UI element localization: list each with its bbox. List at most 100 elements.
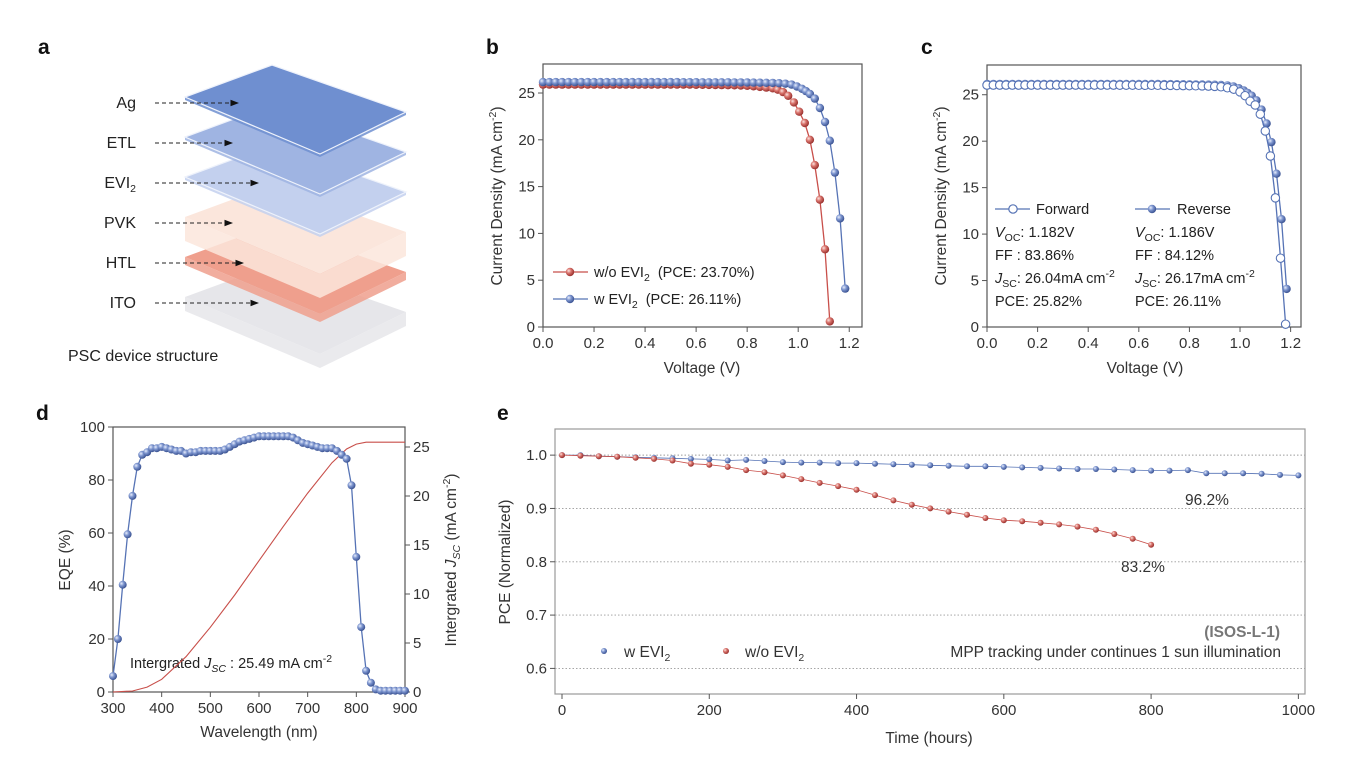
eqe-point [342, 454, 351, 463]
series-w-evi2-point [1092, 466, 1099, 472]
protocol-annotation: (ISOS-L-1) [1204, 624, 1280, 641]
series-wo-evi2-point [908, 501, 915, 508]
panel-letter-c: c [921, 36, 933, 59]
series-wo-evi2-point [632, 454, 639, 461]
legend-label: Reverse [1177, 202, 1231, 218]
x-tick-label: 0 [558, 702, 566, 719]
x-tick-label: 800 [344, 700, 369, 717]
x-axis-label: Voltage (V) [1107, 360, 1184, 377]
y-axis-label: EQE (%) [57, 529, 74, 590]
panel-letter-a: a [38, 36, 50, 59]
legend-item-wo: w/o EVI2 (PCE: 23.70%) [553, 265, 755, 284]
series-wo-evi2-point [784, 91, 793, 101]
legend-label: Forward [1036, 202, 1089, 218]
layer-side [185, 297, 406, 368]
series-wo-evi2-point [761, 469, 768, 476]
plot-area: 0.0 0.2 0.4 0.6 0.8 1.0 1.2 0 5 10 15 20 25 [962, 64, 1302, 352]
x-tick-label: 500 [198, 700, 223, 717]
series-wo-evi2-point [1019, 518, 1026, 525]
series-w-evi2-point [779, 459, 786, 466]
series-w-evi2-point [602, 77, 611, 87]
series-w-evi2-point [551, 77, 560, 87]
series-forward-point [1250, 100, 1260, 110]
legend-marker [723, 648, 729, 654]
series-wo-evi2-point [669, 457, 676, 464]
legend-marker-filled [1147, 204, 1157, 214]
series-wo-evi2-point [559, 452, 565, 459]
layer-label: ITO [110, 295, 136, 312]
series-wo-evi2-point [1037, 519, 1044, 526]
x-tick-label: 1.0 [1230, 335, 1251, 352]
x-tick-label: 0.4 [635, 335, 656, 352]
y-tick-label: 25 [962, 87, 979, 104]
series-reverse-point [1277, 215, 1286, 224]
y-tick-label: 0.8 [526, 554, 547, 571]
series-w-evi2-point [1240, 470, 1247, 477]
series-wo-evi2-point [577, 452, 584, 459]
panel-b-jv-chart: b Voltage (V) Current Density (mA cm-2) … [486, 36, 863, 377]
series-wo-evi2-point [835, 483, 842, 490]
ff-reverse: FF : 84.12% [1135, 248, 1214, 264]
series-w-evi2-point [589, 77, 599, 87]
series-w-evi2-point [621, 77, 631, 87]
x-axis-label: Wavelength (nm) [200, 724, 317, 741]
y-tick-label: 80 [88, 472, 105, 489]
eqe-point [109, 672, 117, 681]
legend-item-w: w EVI2 (PCE: 26.11%) [553, 292, 741, 311]
series-forward-line [987, 84, 1287, 325]
y-tick-label: 0.9 [526, 500, 547, 517]
series-wo-evi2-point [815, 195, 825, 204]
pce-forward: PCE: 25.82% [995, 294, 1082, 310]
y-tick-label: 0 [971, 319, 979, 336]
legend-forward: Forward VOC: 1.182V FF : 83.86% JSC: 26.… [994, 202, 1115, 310]
legend-label: w/o EVI2 [744, 644, 804, 664]
panel-d-eqe-chart: d Wavelength (nm) EQE (%) Intergrated JS… [36, 402, 463, 741]
legend-label: w EVI2 (PCE: 26.11%) [593, 292, 741, 311]
y2-axis-label: Intergrated JSC (mA cm-2) [441, 474, 463, 647]
series-w-evi2-point [672, 77, 682, 87]
plot-frame [986, 64, 1302, 328]
series-reverse-point [1282, 284, 1291, 294]
layer-side [185, 217, 406, 298]
y2-tick-label: 15 [413, 537, 430, 554]
legend-label: w EVI2 [623, 644, 670, 664]
y2-tick-label: 25 [413, 439, 430, 456]
x-tick-label: 900 [392, 700, 417, 717]
series-w-evi2-point [724, 457, 731, 464]
series-w-evi2-point [927, 462, 934, 469]
layer-plate-pvk [185, 185, 406, 274]
x-tick-label: 200 [697, 702, 722, 719]
x-tick-label: 0.0 [977, 335, 998, 352]
integrated-jsc-line [112, 441, 405, 693]
panel-a-caption: PSC device structure [68, 348, 218, 365]
series-w-evi2-point [687, 455, 694, 462]
series-w-evi2-point [1148, 467, 1155, 474]
y-tick-label: 0.6 [526, 660, 547, 677]
voc-reverse: VOC: 1.186V [1135, 225, 1215, 244]
layer-label: PVK [104, 215, 136, 232]
series-w-evi2-point [982, 463, 989, 470]
y-axis-label: PCE (Normalized) [497, 500, 514, 625]
series-wo-evi2-point [798, 476, 805, 483]
y2-tick-label: 10 [413, 586, 430, 603]
plot-frame [542, 63, 863, 328]
series-w-evi2-point [908, 461, 915, 468]
series-w-evi2-point [666, 77, 675, 87]
y-tick-label: 5 [527, 272, 535, 289]
series-wo-evi2-point [595, 453, 602, 460]
series-w-evi2-point [570, 77, 580, 87]
series-w-evi2-point [1258, 470, 1265, 477]
series-w-evi2-point [743, 456, 750, 463]
eqe-point [362, 666, 371, 675]
layer-label: ETL [107, 135, 136, 152]
series-wo-evi2-point [1129, 535, 1136, 542]
x-tick-label: 600 [991, 702, 1016, 719]
series-w-evi2-point [1166, 467, 1173, 474]
eqe-point [366, 678, 375, 687]
series-w-evi2-point [545, 77, 554, 87]
x-tick-label: 600 [246, 700, 271, 717]
series-wo-evi2-point [1148, 541, 1155, 548]
legend-reverse: Reverse VOC: 1.186V FF : 84.12% JSC: 26.… [1134, 202, 1255, 310]
eqe-point [123, 530, 132, 539]
